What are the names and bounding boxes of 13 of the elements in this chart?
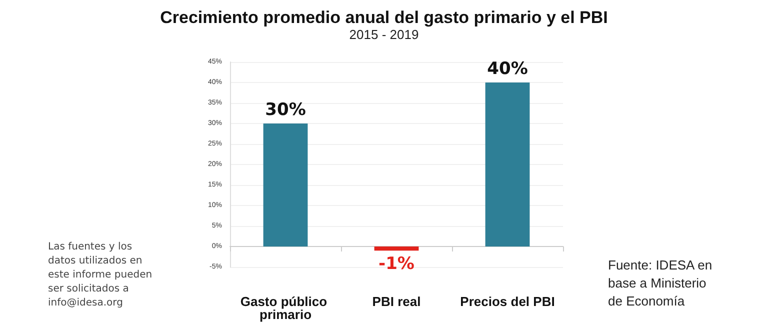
x-tick-label: PBI real xyxy=(372,294,421,309)
source-note: Fuente: IDESA en base a Ministerio de Economía xyxy=(608,258,712,308)
data-label: -1% xyxy=(378,254,414,274)
data-label: 40% xyxy=(487,59,528,79)
data-label: 30% xyxy=(265,100,306,120)
bar xyxy=(485,82,530,246)
text: Las fuentes y los datos utilizados en este informe pueden ser solicitados a info@idesa.org xyxy=(48,242,152,308)
bar xyxy=(263,124,308,246)
chart-title: Crecimiento promedio anual del gasto primario y el PBI xyxy=(160,8,608,27)
bar xyxy=(374,246,419,251)
x-tick-label: Gasto público primario xyxy=(240,294,331,322)
chart-subtitle: 2015 - 2019 xyxy=(349,27,419,42)
x-tick-label: Precios del PBI xyxy=(460,294,555,309)
